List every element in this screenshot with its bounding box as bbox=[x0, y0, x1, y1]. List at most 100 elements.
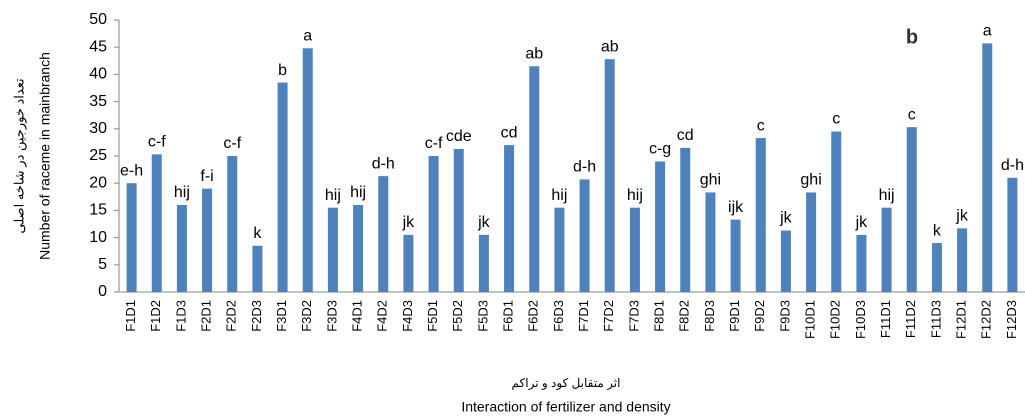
x-tick-label: F9D3 bbox=[777, 300, 792, 332]
significance-letter: c bbox=[757, 117, 765, 134]
significance-letter: jk bbox=[779, 210, 793, 227]
significance-letter: hij bbox=[350, 184, 366, 201]
bar bbox=[806, 192, 817, 292]
bar bbox=[780, 230, 791, 292]
significance-letter: c-f bbox=[425, 135, 443, 152]
x-tick-label: F8D2 bbox=[677, 300, 692, 332]
x-tick-label: F7D1 bbox=[576, 300, 591, 332]
y-tick-label: 30 bbox=[89, 120, 107, 137]
significance-letter: a bbox=[983, 23, 992, 40]
y-tick-label: 10 bbox=[89, 229, 107, 246]
x-tick-label: F1D3 bbox=[173, 300, 188, 332]
y-tick-label: 35 bbox=[89, 93, 107, 110]
x-tick-label: F9D2 bbox=[752, 300, 767, 332]
bar bbox=[176, 204, 187, 292]
significance-letter: d-h bbox=[1001, 157, 1024, 174]
significance-letter: k bbox=[933, 222, 942, 239]
significance-letter: cd bbox=[501, 124, 518, 141]
y-axis-title: تعداد خورجین در شاخه اصلی bbox=[11, 78, 27, 234]
y-tick-label: 0 bbox=[98, 283, 107, 300]
x-tick-label: F2D3 bbox=[249, 300, 264, 332]
significance-letter: ab bbox=[525, 45, 543, 62]
y-tick-label: 5 bbox=[98, 256, 107, 273]
significance-letter: c-g bbox=[649, 141, 671, 158]
x-tick-label: F8D1 bbox=[652, 300, 667, 332]
significance-letter: ghi bbox=[800, 172, 821, 189]
bar bbox=[906, 127, 917, 292]
significance-letter: hij bbox=[627, 187, 643, 204]
significance-letter: ab bbox=[601, 38, 619, 55]
y-tick-label: 20 bbox=[89, 174, 107, 191]
bar bbox=[302, 48, 313, 293]
bar bbox=[831, 131, 842, 292]
x-tick-label: F11D3 bbox=[928, 300, 943, 338]
x-tick-label: F5D3 bbox=[475, 300, 490, 332]
bar bbox=[554, 207, 565, 292]
y-axis-title: Number of raceme in mainbranch bbox=[37, 52, 53, 260]
x-tick-label: F5D2 bbox=[450, 300, 465, 332]
bar bbox=[126, 183, 137, 292]
bar bbox=[856, 234, 867, 292]
x-tick-label: F6D2 bbox=[526, 300, 541, 332]
x-tick-label: F4D2 bbox=[375, 300, 390, 332]
significance-letter: hij bbox=[551, 187, 567, 204]
bar bbox=[655, 161, 666, 292]
significance-letter: cde bbox=[446, 128, 472, 145]
bar bbox=[378, 176, 389, 292]
x-tick-label: F12D1 bbox=[954, 300, 969, 339]
x-tick-label: F4D3 bbox=[400, 300, 415, 332]
significance-letter: jk bbox=[402, 214, 416, 231]
significance-letter: b bbox=[278, 62, 287, 79]
significance-letter: jk bbox=[477, 214, 491, 231]
x-tick-label: F9D1 bbox=[727, 300, 742, 332]
significance-letter: a bbox=[303, 28, 312, 45]
bar bbox=[680, 147, 691, 292]
significance-letter: k bbox=[253, 225, 262, 242]
x-tick-label: F3D1 bbox=[274, 300, 289, 332]
bar bbox=[227, 156, 238, 292]
x-tick-label: F5D1 bbox=[425, 300, 440, 332]
significance-letter: f-i bbox=[200, 168, 213, 185]
significance-letter: c bbox=[832, 111, 840, 128]
x-tick-label: F1D1 bbox=[123, 300, 138, 332]
bar bbox=[931, 243, 942, 292]
bar bbox=[982, 43, 993, 292]
bar bbox=[1007, 177, 1018, 292]
bar bbox=[202, 188, 213, 292]
significance-letter: hij bbox=[174, 184, 190, 201]
y-tick-label: 40 bbox=[89, 66, 107, 83]
x-tick-label: F12D3 bbox=[1004, 300, 1019, 339]
x-axis-title: Interaction of fertilizer and density bbox=[461, 399, 670, 415]
y-tick-label: 50 bbox=[89, 11, 107, 28]
bar bbox=[353, 204, 364, 292]
bar bbox=[478, 234, 489, 292]
significance-letter: ghi bbox=[700, 172, 721, 189]
bar bbox=[705, 192, 716, 292]
x-tick-label: F3D3 bbox=[324, 300, 339, 332]
x-tick-label: F12D2 bbox=[979, 300, 994, 339]
x-tick-label: F2D2 bbox=[224, 300, 239, 332]
x-tick-label: F10D1 bbox=[803, 300, 818, 339]
panel-label: b bbox=[906, 26, 918, 48]
significance-letter: hij bbox=[325, 187, 341, 204]
bar bbox=[579, 179, 590, 292]
bar bbox=[504, 145, 515, 292]
x-tick-label: F8D3 bbox=[702, 300, 717, 332]
x-tick-label: F6D1 bbox=[501, 300, 516, 332]
x-tick-label: F11D1 bbox=[878, 300, 893, 338]
significance-letter: cd bbox=[677, 127, 694, 144]
significance-letter: jk bbox=[955, 208, 969, 225]
significance-letter: jk bbox=[855, 214, 869, 231]
x-tick-label: F11D2 bbox=[903, 300, 918, 338]
bar bbox=[252, 245, 263, 292]
bar bbox=[629, 207, 640, 292]
bar bbox=[327, 207, 338, 292]
bar bbox=[730, 219, 741, 292]
x-tick-label: F1D2 bbox=[148, 300, 163, 332]
x-tick-label: F10D2 bbox=[828, 300, 843, 339]
significance-letter: d-h bbox=[372, 155, 395, 172]
bar bbox=[453, 148, 464, 292]
bar bbox=[403, 234, 414, 292]
bar bbox=[604, 59, 615, 292]
